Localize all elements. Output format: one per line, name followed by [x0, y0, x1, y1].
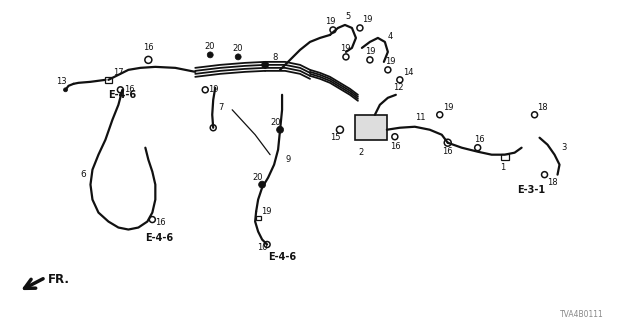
- Circle shape: [276, 126, 284, 133]
- Text: 7: 7: [218, 103, 223, 112]
- Text: TVA4B0111: TVA4B0111: [559, 310, 604, 319]
- Bar: [105, 77, 112, 83]
- Text: 20: 20: [270, 118, 280, 127]
- Text: 19: 19: [365, 47, 376, 56]
- Text: 16: 16: [390, 142, 401, 151]
- Text: 16: 16: [143, 44, 154, 52]
- Bar: [255, 216, 260, 220]
- Text: 19: 19: [208, 85, 219, 94]
- Text: 18: 18: [548, 178, 558, 187]
- Bar: [355, 115, 387, 140]
- Text: 16: 16: [156, 218, 166, 227]
- Text: 16: 16: [124, 85, 135, 94]
- Circle shape: [262, 61, 269, 68]
- Text: 11: 11: [415, 113, 426, 122]
- Text: 6: 6: [81, 170, 86, 179]
- Text: 4: 4: [388, 32, 393, 41]
- Text: 10: 10: [257, 243, 268, 252]
- Text: 19: 19: [340, 44, 351, 53]
- Circle shape: [63, 88, 67, 92]
- Text: 19: 19: [385, 57, 396, 66]
- Text: 9: 9: [285, 155, 291, 164]
- Text: 12: 12: [393, 83, 403, 92]
- Text: 5: 5: [345, 12, 350, 21]
- Circle shape: [235, 54, 241, 60]
- Circle shape: [259, 181, 266, 188]
- Text: 20: 20: [204, 43, 215, 52]
- Text: 20: 20: [232, 44, 243, 53]
- Text: FR.: FR.: [47, 273, 70, 286]
- Text: 1: 1: [500, 163, 505, 172]
- Text: 15: 15: [330, 133, 340, 142]
- Text: 16: 16: [474, 135, 484, 144]
- Text: 19: 19: [362, 15, 372, 24]
- Text: 2: 2: [358, 148, 363, 157]
- Text: E-4-6: E-4-6: [145, 233, 173, 243]
- Bar: [500, 154, 509, 160]
- Circle shape: [207, 52, 213, 58]
- Text: 19: 19: [325, 18, 335, 27]
- Text: E-4-6: E-4-6: [268, 252, 296, 262]
- Text: 17: 17: [113, 68, 124, 77]
- Text: 13: 13: [56, 77, 67, 86]
- Text: 8: 8: [272, 53, 278, 62]
- Text: 14: 14: [403, 68, 413, 77]
- Text: 19: 19: [443, 103, 453, 112]
- Text: 16: 16: [442, 147, 452, 156]
- Text: E-3-1: E-3-1: [518, 185, 546, 195]
- Text: E-4-6: E-4-6: [108, 90, 136, 100]
- Text: 20: 20: [252, 173, 262, 182]
- Text: 19: 19: [261, 207, 271, 216]
- Text: 18: 18: [538, 103, 548, 112]
- Text: 3: 3: [561, 143, 567, 152]
